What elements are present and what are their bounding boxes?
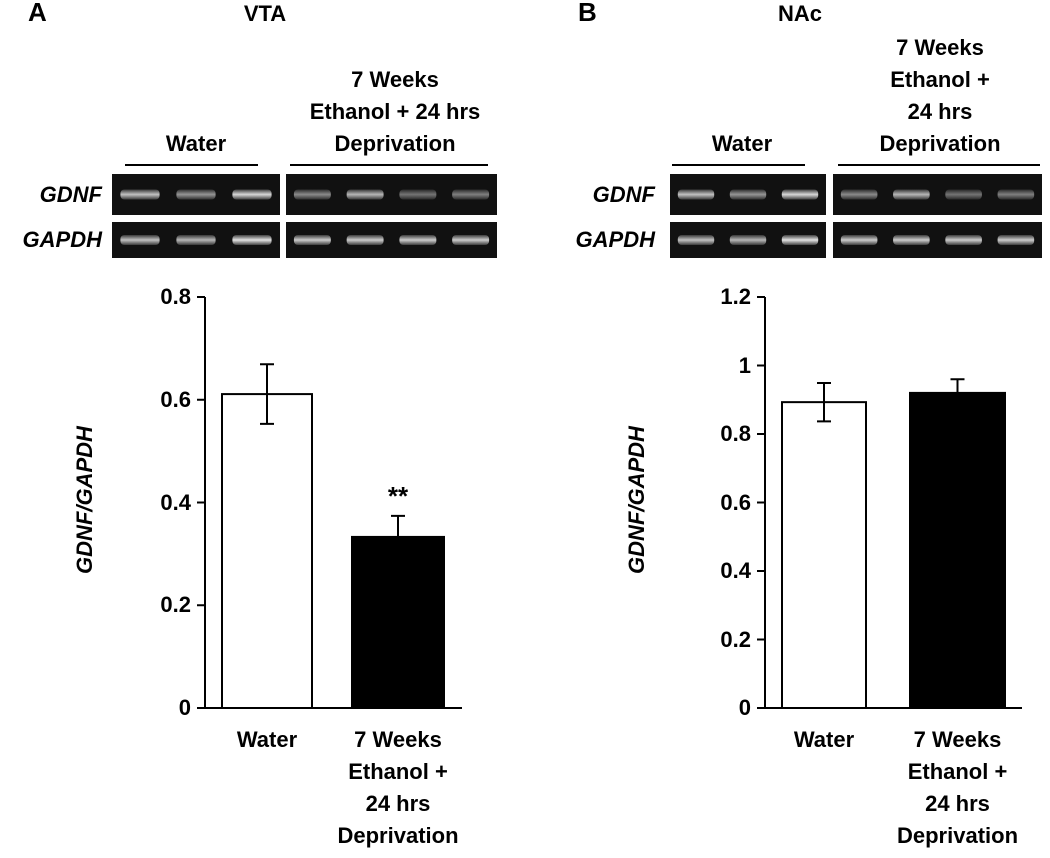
gel-band <box>997 189 1035 200</box>
bar <box>351 535 445 710</box>
gel-band <box>997 235 1035 245</box>
gel-band <box>176 235 216 245</box>
gel-band <box>781 235 819 245</box>
y-tick-label: 0.4 <box>160 489 191 515</box>
error-bar <box>391 514 405 537</box>
gel-group-label: 7 Weeks Ethanol + 24 hrs Deprivation <box>309 67 481 156</box>
x-tick-label: 7 Weeks Ethanol + 24 hrs Deprivation <box>337 727 459 848</box>
y-axis-label: GDNF/GAPDH <box>624 426 649 574</box>
gel-band <box>399 235 437 245</box>
gel-band <box>677 235 715 245</box>
panel-title: NAc <box>777 1 823 26</box>
y-tick-label: 1 <box>738 352 751 378</box>
gel-band <box>120 235 160 245</box>
y-axis-label: GDNF/GAPDH <box>72 426 97 574</box>
gel-band <box>893 189 930 200</box>
gel-band <box>945 189 982 200</box>
gel-band <box>677 189 715 200</box>
gel-band <box>399 189 437 200</box>
gel-row-label: GAPDH <box>22 227 102 252</box>
gel-band <box>840 189 878 200</box>
panel-letter: A <box>28 0 47 27</box>
y-tick-label: 0.6 <box>160 386 191 412</box>
y-tick-label: 0.6 <box>720 489 751 515</box>
x-tick-label: Water <box>793 727 855 752</box>
bar <box>909 391 1006 709</box>
panel-letter: B <box>578 0 597 27</box>
gel-band <box>729 235 767 245</box>
gel-band <box>781 189 819 200</box>
gel-band <box>293 189 331 200</box>
y-tick-label: 0 <box>178 695 191 720</box>
gel-group-label: 7 Weeks Ethanol + 24 hrs Deprivation <box>879 35 1001 156</box>
gel-band <box>120 189 160 200</box>
x-tick-label: 7 Weeks Ethanol + 24 hrs Deprivation <box>896 727 1019 848</box>
y-tick-label: 0.2 <box>720 626 751 652</box>
y-tick-label: 0.2 <box>160 592 191 618</box>
gel-band <box>232 189 272 200</box>
gel-band <box>346 189 384 200</box>
gel-group-label: Water <box>165 131 227 156</box>
error-bar <box>817 381 831 423</box>
y-tick-label: 0.8 <box>720 421 751 446</box>
gel-band <box>452 235 490 245</box>
y-tick-label: 0.4 <box>720 558 751 583</box>
panel-title: VTA <box>243 1 287 26</box>
bar <box>221 393 313 709</box>
gel-band <box>346 235 384 245</box>
gel-group-label: Water <box>711 131 773 156</box>
error-bar <box>260 363 274 425</box>
gel-band <box>293 235 331 245</box>
error-bar <box>950 378 965 393</box>
gel-band <box>840 235 878 245</box>
gel-band <box>452 189 490 200</box>
bar <box>781 401 867 709</box>
x-tick-label: Water <box>236 727 298 752</box>
gel-row-label: GDNF <box>39 181 102 207</box>
gel-band <box>232 235 272 245</box>
gel-row-label: GDNF <box>592 181 655 207</box>
gel-row-label: GAPDH <box>575 227 655 252</box>
gel-band <box>945 235 982 245</box>
gel-band <box>893 235 930 245</box>
gel-band <box>176 189 216 200</box>
y-tick-label: 1.2 <box>720 284 751 309</box>
significance-label: ** <box>387 480 409 511</box>
y-tick-label: 0 <box>738 695 751 720</box>
y-tick-label: 0.8 <box>160 284 191 309</box>
gel-band <box>729 189 767 200</box>
